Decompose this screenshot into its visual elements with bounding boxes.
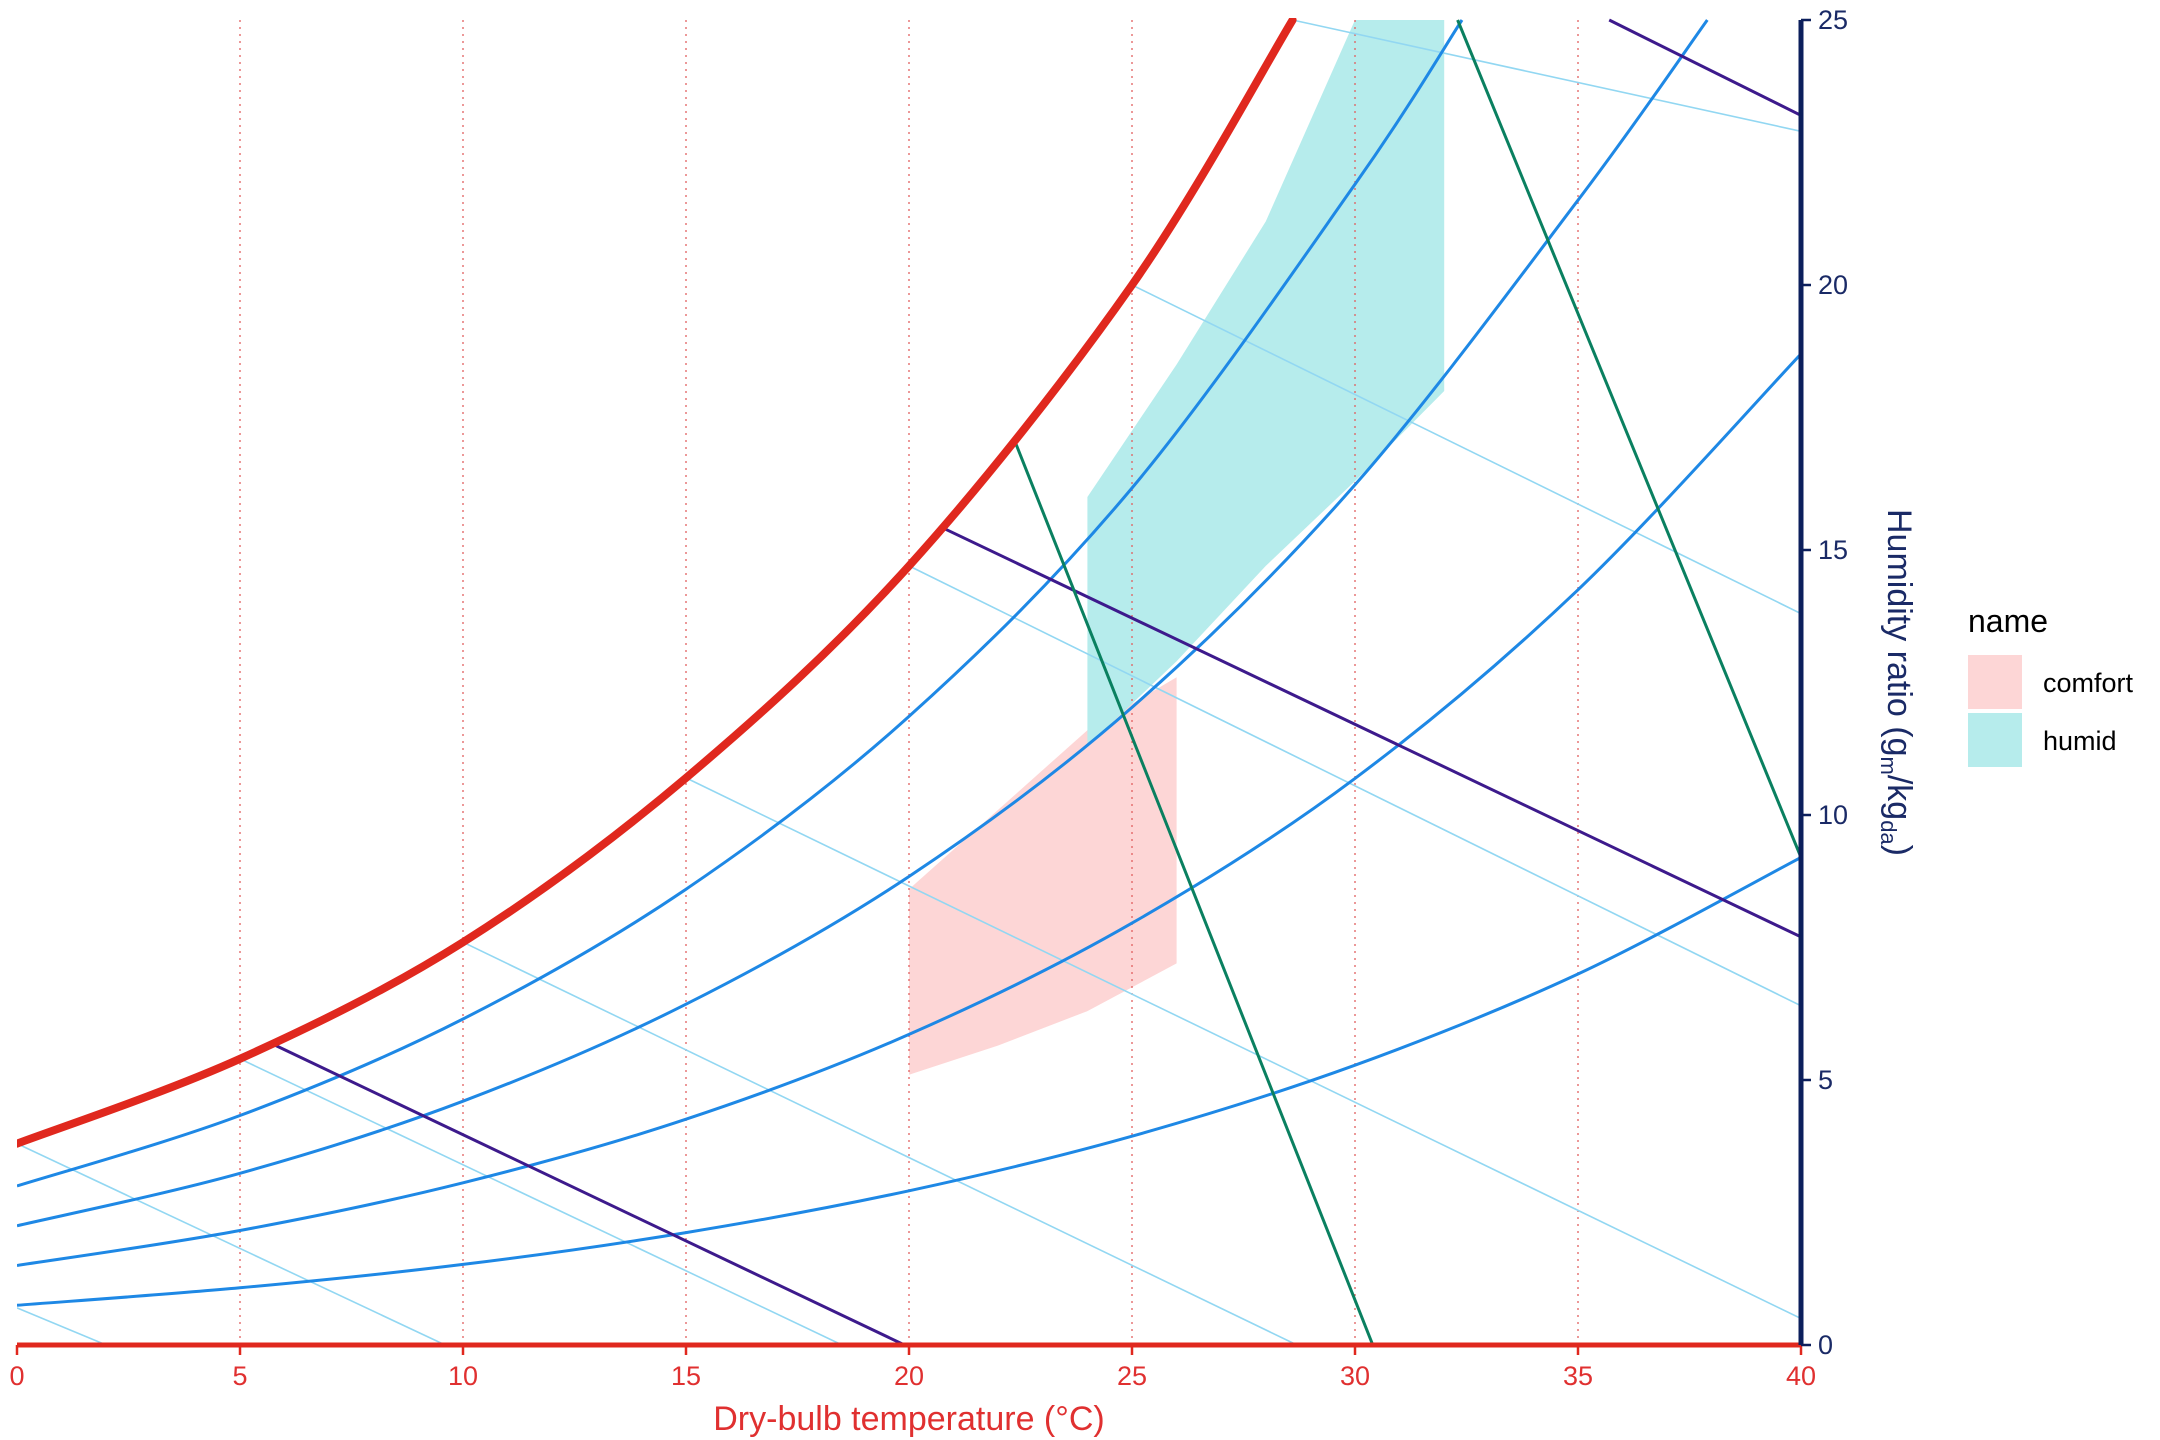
y-tick-label-15: 15 [1818,535,1848,565]
legend-key-comfort [1968,655,2022,709]
y-axis-title-part2: /kg [1880,775,1918,820]
y-axis-title-part1: Humidity ratio (g [1880,509,1918,757]
rh-curve-40 [17,352,1801,1267]
region-humid [1087,20,1445,747]
rh-curve-80 [17,19,1464,1188]
wetbulb-line-4 [685,777,1801,1320]
saturation-curve [17,18,1297,1148]
y-axis-title-sub2: da [1876,820,1901,845]
x-axis-title: Dry-bulb temperature (°C) [713,1400,1104,1438]
wetbulb-line-7 [1292,19,1801,133]
enthalpy-line-1 [944,527,1801,939]
enthalpy-lines-layer [275,18,1801,1345]
legend-key-humid [1968,713,2022,767]
enthalpy-line-2 [1608,18,1801,117]
volume-line-1 [1456,19,1801,858]
wetbulb-line-2 [239,1058,843,1345]
rh-curves-layer [17,19,1801,1307]
x-tick-label-35: 35 [1563,1361,1593,1391]
legend-entries: comfort humid [1968,655,2134,767]
x-tick-label-30: 30 [1340,1361,1370,1391]
y-tick-label-10: 10 [1818,800,1848,830]
regions-layer [909,20,1445,1075]
wetbulb-line-0 [17,1307,107,1345]
y-tick-label-20: 20 [1818,270,1848,300]
legend-label-comfort: comfort [2043,668,2134,698]
x-tick-label-40: 40 [1786,1361,1816,1391]
x-tick-label-20: 20 [894,1361,924,1391]
wetbulb-line-5 [908,565,1801,1007]
y-tick-label-0: 0 [1818,1330,1833,1360]
saturation-layer [17,18,1297,1148]
x-tick-label-15: 15 [671,1361,701,1391]
x-tick-label-25: 25 [1117,1361,1147,1391]
region-comfort [909,677,1177,1075]
wetbulb-lines-layer [17,19,1801,1345]
wetbulb-line-3 [462,941,1298,1345]
y-axis-title-part3: ) [1880,845,1918,856]
x-tick-label-10: 10 [448,1361,478,1391]
y-tick-label-25: 25 [1818,5,1848,35]
volume-line-0 [1014,443,1375,1345]
enthalpy-line-0 [275,1044,906,1345]
rh-curve-20 [17,856,1801,1307]
volume-lines-layer [1014,19,1801,1345]
legend-title: name [1968,603,2048,639]
legend-label-humid: humid [2043,726,2117,756]
rh-curve-60 [17,19,1709,1228]
y-tick-label-5: 5 [1818,1065,1833,1095]
x-tick-label-0: 0 [9,1361,24,1391]
legend: name comfort humid [1968,603,2134,767]
wetbulb-line-1 [17,1142,446,1345]
y-axis-title: Humidity ratio (gm/kgda) [1876,509,1918,856]
y-axis-title-sub1: m [1876,757,1901,775]
x-tick-label-5: 5 [232,1361,247,1391]
